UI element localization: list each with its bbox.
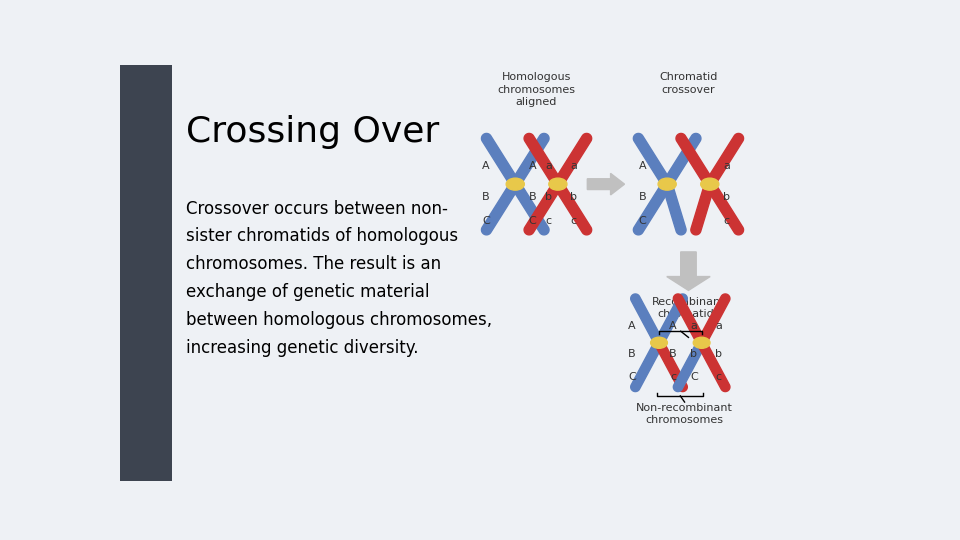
Text: B: B [482,192,490,201]
Text: Recombinant
chromatids: Recombinant chromatids [652,296,725,319]
Polygon shape [482,181,519,235]
Text: c: c [545,216,552,226]
Text: c: c [724,216,730,226]
Ellipse shape [506,178,524,190]
Polygon shape [691,183,714,235]
Text: c: c [570,216,576,226]
Polygon shape [511,181,549,235]
Text: C: C [690,372,698,382]
Ellipse shape [693,337,710,348]
Text: b: b [545,192,552,201]
Text: B: B [628,349,636,359]
Polygon shape [662,183,686,235]
Text: A: A [669,321,677,331]
Text: c: c [670,372,676,382]
Text: Chromatid
crossover: Chromatid crossover [660,72,718,95]
Text: Homologous
chromosomes
aligned: Homologous chromosomes aligned [497,72,576,107]
Polygon shape [655,294,687,345]
Polygon shape [698,294,730,345]
Text: a: a [570,161,577,171]
Ellipse shape [701,178,719,190]
Text: b: b [690,349,697,359]
Text: a: a [545,161,552,171]
Text: a: a [724,161,731,171]
Text: B: B [529,192,536,201]
Polygon shape [667,252,710,291]
Polygon shape [634,181,671,235]
Polygon shape [706,181,744,235]
Text: a: a [690,321,697,331]
Polygon shape [698,341,730,392]
Text: A: A [529,161,536,171]
Polygon shape [634,133,671,187]
Polygon shape [655,341,687,392]
Text: Non-recombinant
chromosomes: Non-recombinant chromosomes [636,403,733,425]
Polygon shape [511,133,549,187]
Ellipse shape [651,337,667,348]
Text: C: C [528,216,537,226]
Polygon shape [673,341,706,392]
Text: Crossing Over: Crossing Over [186,115,439,149]
Polygon shape [676,133,714,187]
Text: B: B [638,192,646,201]
Text: C: C [482,216,490,226]
Polygon shape [524,181,563,235]
Text: a: a [715,321,722,331]
Polygon shape [482,133,519,187]
Text: A: A [628,321,636,331]
Text: C: C [628,372,636,382]
Text: A: A [482,161,490,171]
Polygon shape [662,133,701,187]
Text: b: b [715,349,722,359]
Polygon shape [706,133,744,187]
Text: c: c [715,372,722,382]
Polygon shape [588,173,625,195]
Text: b: b [570,192,577,201]
Text: C: C [638,216,646,226]
Polygon shape [673,294,706,345]
Polygon shape [524,133,563,187]
Ellipse shape [549,178,567,190]
Text: A: A [638,161,646,171]
Polygon shape [631,341,663,392]
Polygon shape [554,181,591,235]
Text: Crossover occurs between non-
sister chromatids of homologous
chromosomes. The r: Crossover occurs between non- sister chr… [186,200,492,356]
Bar [120,65,172,481]
Polygon shape [554,133,591,187]
Text: B: B [669,349,677,359]
Ellipse shape [659,178,676,190]
Polygon shape [631,294,663,345]
Text: b: b [723,192,731,201]
